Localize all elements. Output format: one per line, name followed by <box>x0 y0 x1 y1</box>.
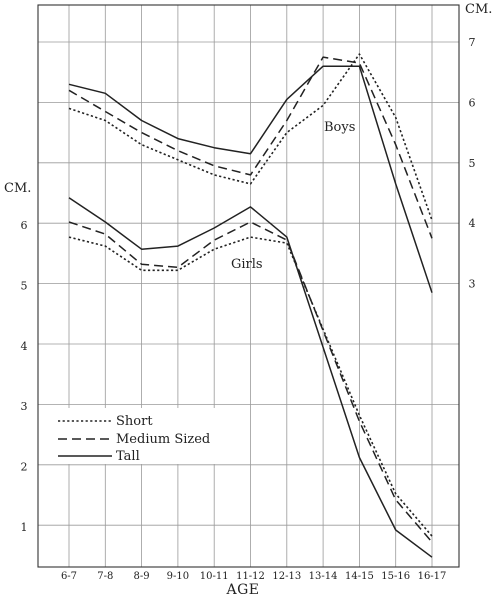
grid <box>38 5 459 567</box>
boys-dotted-line <box>68 53 433 221</box>
right-tick-label: 6 <box>469 96 476 109</box>
left-tick-label: 6 <box>21 219 28 232</box>
x-tick-label: 12-13 <box>272 571 301 582</box>
legend-label-tall: Tall <box>116 449 140 464</box>
x-tick-label: 11-12 <box>236 571 265 582</box>
x-tick-label: 14-15 <box>345 571 374 582</box>
x-axis-title: AGE <box>225 582 259 598</box>
girls-dashed-line <box>68 221 433 543</box>
x-tick-label: 8-9 <box>134 571 150 582</box>
left-tick-label: 3 <box>21 400 28 413</box>
legend-label-medium: Medium Sized <box>116 432 210 447</box>
right-tick-label: 7 <box>469 36 476 49</box>
left-tick-label: 1 <box>21 521 28 534</box>
boys-solid-line <box>68 65 433 293</box>
legend-bg <box>52 408 220 464</box>
right-tick-label: 4 <box>469 217 476 230</box>
left-axis-unit: CM. <box>4 181 31 196</box>
x-tick-label: 10-11 <box>200 571 229 582</box>
x-tick-label: 7-8 <box>97 571 113 582</box>
x-axis-ticks: 6-7 7-8 8-9 9-10 10-11 11-12 12-13 13-14 14-15 15… <box>61 571 446 582</box>
left-tick-label: 4 <box>21 340 28 353</box>
x-tick-label: 6-7 <box>61 571 77 582</box>
girls-group-label: Girls <box>231 257 263 272</box>
girls-solid-line <box>68 197 433 558</box>
x-tick-label: 9-10 <box>167 571 189 582</box>
boys-dashed-line <box>68 56 433 239</box>
series-lines <box>68 53 433 558</box>
boys-group-label: Boys <box>324 120 355 135</box>
right-axis-ticks: 3 4 5 6 7 <box>469 36 476 291</box>
plot-frame <box>37 4 460 568</box>
legend: Short Medium Sized Tall <box>52 408 220 464</box>
legend-label-short: Short <box>116 414 153 429</box>
left-tick-label: 2 <box>21 461 28 474</box>
x-tick-label: 13-14 <box>309 571 338 582</box>
right-tick-label: 5 <box>469 157 476 170</box>
x-tick-label: 16-17 <box>418 571 447 582</box>
right-tick-label: 3 <box>469 278 476 291</box>
x-tick-label: 15-16 <box>381 571 410 582</box>
right-axis-unit: CM. <box>465 2 492 17</box>
left-tick-label: 5 <box>21 279 28 292</box>
left-axis-ticks: 1 2 3 4 5 6 <box>21 219 28 534</box>
